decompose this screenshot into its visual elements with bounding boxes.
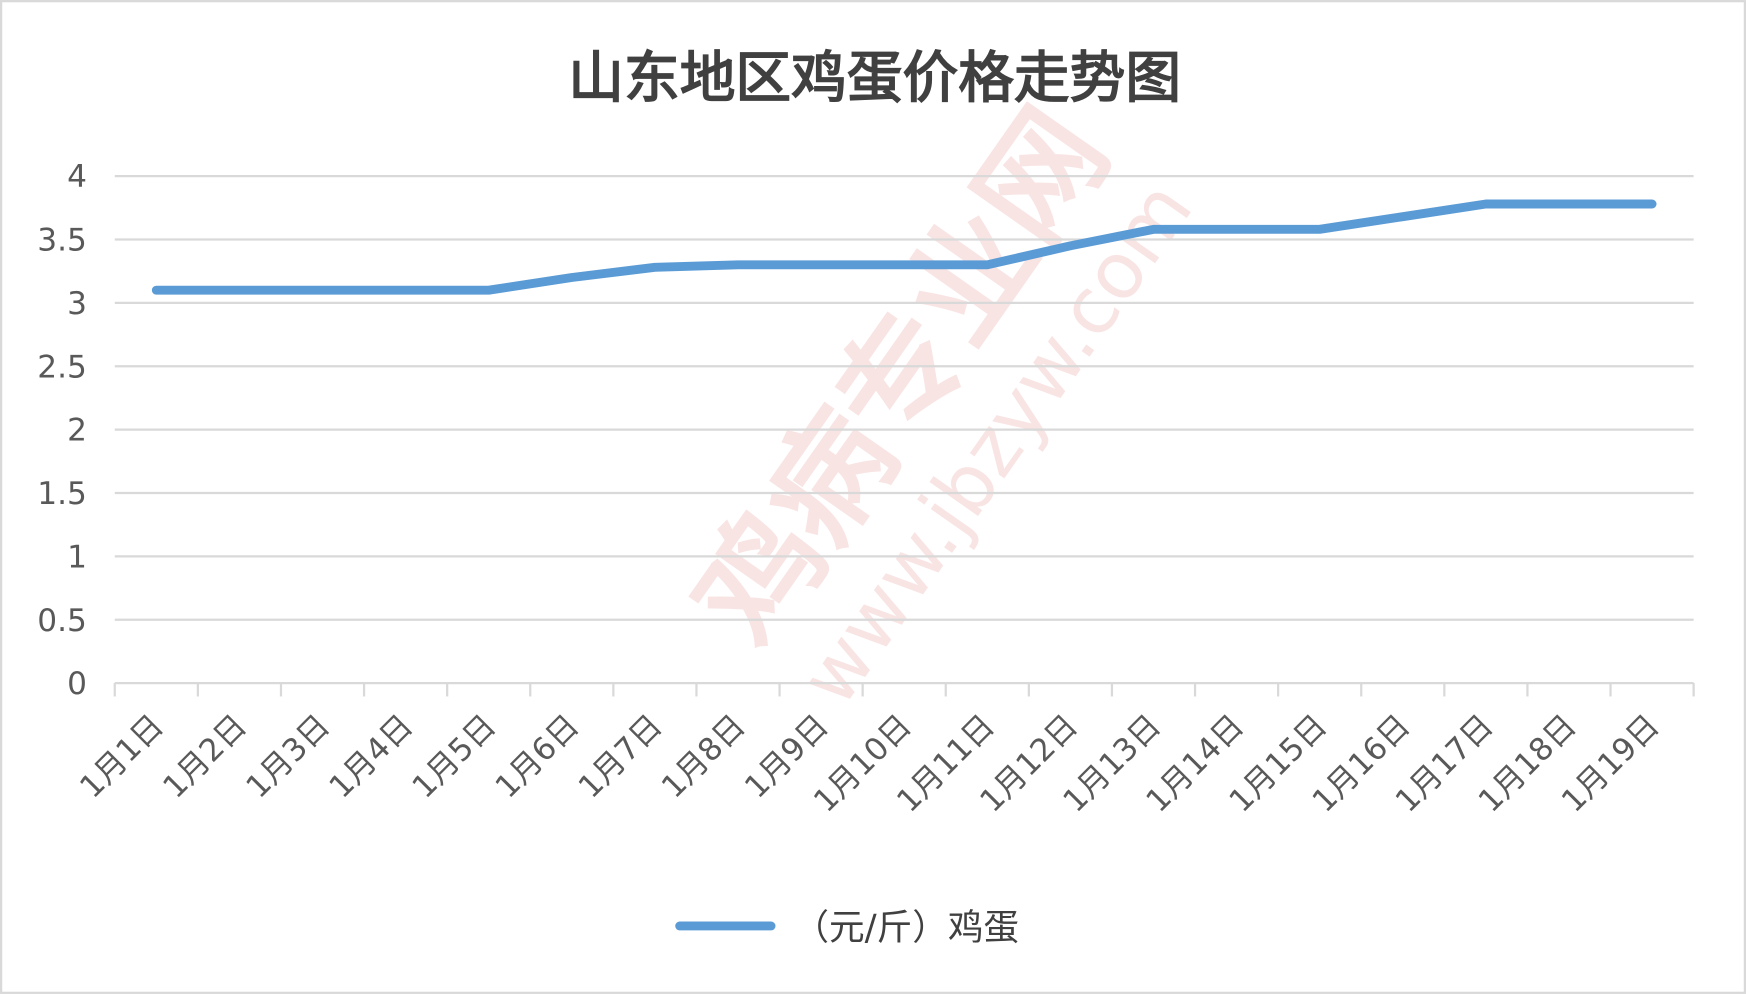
y-tick-label: 2.5 xyxy=(37,349,87,385)
y-tick-label: 0 xyxy=(67,666,87,702)
y-tick-label: 0.5 xyxy=(37,603,87,639)
y-tick-label: 3.5 xyxy=(37,223,87,259)
y-tick-label: 1.5 xyxy=(37,476,87,512)
legend: （元/斤）鸡蛋 xyxy=(675,907,1019,948)
legend-label: （元/斤）鸡蛋 xyxy=(793,907,1019,948)
chart-title: 山东地区鸡蛋价格走势图 xyxy=(568,46,1181,111)
y-tick-label: 2 xyxy=(67,413,87,449)
y-tick-label: 3 xyxy=(67,286,87,322)
y-tick-label: 1 xyxy=(67,539,87,575)
y-tick-label: 4 xyxy=(67,159,87,195)
